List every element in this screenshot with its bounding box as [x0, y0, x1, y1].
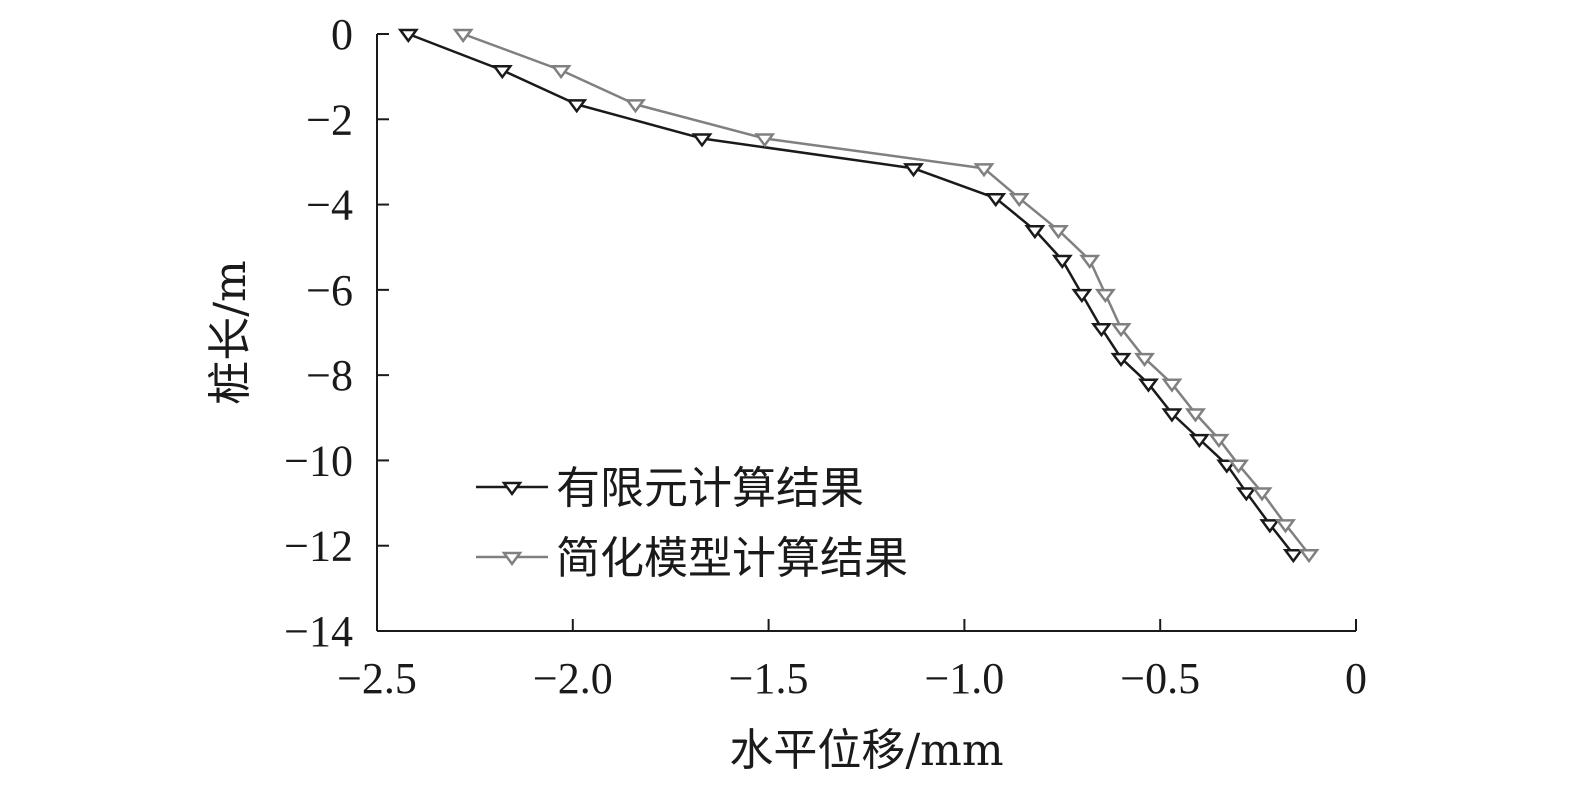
y-tick-label: −10 [284, 436, 353, 485]
data-point [1079, 254, 1101, 269]
series-0 [397, 28, 1304, 564]
tick-labels: 0 −2 −4 −6 −8 −10 −12 −14−2.5 −2.0 −1.5 −1.0 −0.5 0 [284, 10, 1367, 703]
data-point [1259, 519, 1281, 534]
axes [376, 34, 1356, 632]
data-point [1216, 459, 1238, 474]
data-point [903, 163, 924, 178]
data-point [973, 163, 995, 178]
data-point [1282, 549, 1304, 564]
data-point [1184, 408, 1206, 423]
data-point [1298, 549, 1320, 564]
data-point [1110, 352, 1132, 368]
legend: 有限元计算结果 简化模型计算结果 [476, 463, 908, 584]
data-point [1235, 487, 1257, 502]
legend-marker-fem [501, 481, 523, 496]
series-1 [452, 28, 1320, 564]
data-point [1137, 378, 1159, 393]
legend-item-simplified: 简化模型计算结果 [476, 533, 908, 584]
data-point [1188, 433, 1210, 449]
data-point [1228, 459, 1250, 474]
data-point [491, 65, 513, 80]
data-point [1008, 192, 1030, 208]
y-tick-label: −12 [284, 522, 353, 571]
data-point [397, 28, 419, 43]
y-axis-title: 桩长/m [205, 260, 256, 405]
series-line [462, 32, 1310, 556]
data-point [754, 133, 776, 148]
data-point [1275, 519, 1296, 534]
y-tick-label: −2 [306, 95, 353, 144]
data-point [1094, 288, 1116, 304]
data-point [624, 99, 646, 114]
data-point [1047, 224, 1069, 240]
x-tick-label: −0.5 [1120, 654, 1200, 703]
data-point [566, 99, 588, 114]
data-point [1110, 323, 1132, 338]
y-tick-label: −4 [306, 181, 353, 230]
x-tick-label: −2.5 [337, 654, 417, 703]
data-point [1161, 378, 1183, 393]
x-tick-label: 0 [1345, 654, 1367, 703]
data-point [1208, 433, 1230, 449]
data-point [1090, 323, 1112, 338]
y-tick-label: −6 [306, 266, 353, 315]
tick-marks [376, 33, 1357, 632]
data-point [1051, 254, 1073, 269]
y-tick-label: −14 [284, 607, 353, 656]
data-point [1161, 408, 1183, 423]
data-point [452, 28, 474, 43]
legend-label-simplified: 简化模型计算结果 [556, 533, 908, 584]
data-point [1071, 288, 1093, 304]
x-tick-label: −2.0 [533, 654, 613, 703]
legend-item-fem: 有限元计算结果 [476, 463, 864, 514]
data-point [691, 133, 713, 148]
x-axis-title: 水平位移/mm [729, 725, 1003, 776]
series-layer [397, 28, 1320, 564]
x-tick-label: −1.5 [729, 654, 809, 703]
data-point [550, 65, 572, 80]
y-tick-label: −8 [306, 351, 353, 400]
series-line [407, 32, 1295, 556]
y-tick-label: 0 [331, 10, 353, 59]
legend-label-fem: 有限元计算结果 [556, 463, 864, 514]
data-point [985, 192, 1007, 208]
data-point [1024, 224, 1046, 240]
x-tick-label: −1.0 [924, 654, 1004, 703]
data-point [1134, 352, 1156, 368]
legend-marker-simplified [501, 551, 523, 566]
data-point [1251, 487, 1273, 502]
